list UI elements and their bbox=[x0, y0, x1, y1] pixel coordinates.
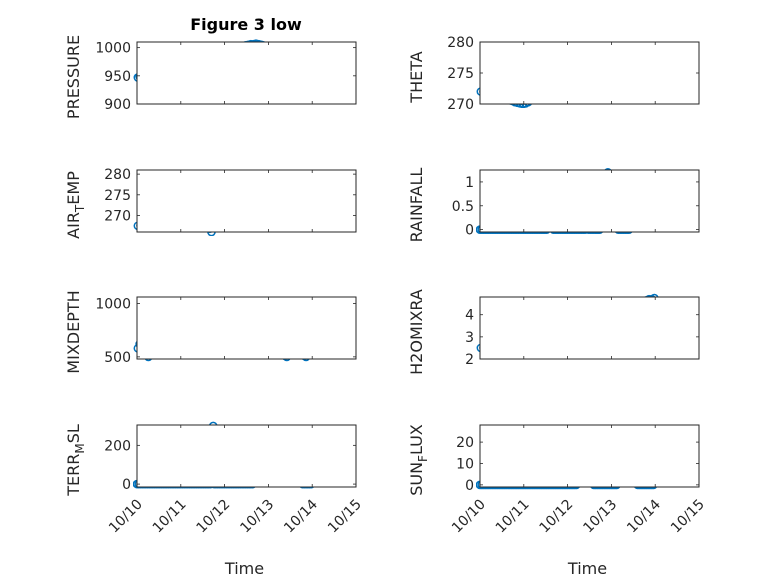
x-tick-label: 10/15 bbox=[668, 497, 708, 537]
y-axis-label: H2OMIXRA bbox=[407, 289, 426, 375]
subplot-pressure: 900 950 1000 PRESSURE bbox=[64, 35, 357, 119]
y-tick-label: 1 bbox=[465, 175, 474, 191]
x-tick-label: 10/14 bbox=[281, 496, 321, 536]
y-axis-label: AIRTEMP bbox=[64, 171, 87, 239]
y-axis-label: RAINFALL bbox=[407, 168, 426, 243]
subplot-mixdepth: 500 1000 MIXDEPTH bbox=[64, 290, 357, 374]
x-tick-label: 10/10 bbox=[449, 497, 489, 537]
y-axis-label: PRESSURE bbox=[64, 35, 83, 119]
axis-box bbox=[479, 41, 700, 105]
subplot-sun_flux: 0 10 20 SUNFLUX 10/10 10/11 10/12 10/13 10/14 10/… bbox=[407, 424, 708, 578]
y-tick-label: 0 bbox=[465, 478, 474, 494]
x-tick-label: 10/10 bbox=[106, 497, 146, 537]
figure-title: Figure 3 low bbox=[190, 15, 302, 34]
y-tick-label: 0.5 bbox=[452, 199, 474, 215]
axis-box bbox=[136, 41, 357, 105]
x-tick-label: 10/12 bbox=[537, 497, 577, 537]
y-tick-label: 900 bbox=[104, 97, 131, 113]
y-tick-label: 270 bbox=[104, 208, 131, 224]
subplot-terr_msl: 0 200 TERRMSL 10/10 10/11 10/12 10/13 10/14 10/1… bbox=[64, 421, 365, 578]
y-tick-label: 0 bbox=[465, 223, 474, 239]
x-tick-label: 10/15 bbox=[325, 497, 365, 537]
y-axis-label: MIXDEPTH bbox=[64, 290, 83, 373]
y-tick-label: 2 bbox=[465, 352, 474, 368]
axis-box bbox=[479, 296, 700, 360]
y-tick-label: 280 bbox=[104, 167, 131, 183]
subplot-h2omixra: 2 3 4 H2OMIXRA bbox=[407, 289, 700, 375]
x-tick-label: 10/13 bbox=[237, 497, 277, 537]
subplot-air_temp: 270 275 280 AIRTEMP bbox=[64, 167, 357, 239]
y-tick-label: 500 bbox=[104, 350, 131, 366]
y-tick-label: 1000 bbox=[95, 41, 131, 57]
y-axis-label: SUNFLUX bbox=[407, 424, 430, 496]
y-tick-label: 275 bbox=[104, 188, 131, 204]
y-tick-label: 270 bbox=[447, 97, 474, 113]
axis-box bbox=[479, 169, 700, 233]
subplot-theta: 270 275 280 THETA bbox=[407, 35, 700, 113]
y-tick-label: 1000 bbox=[95, 296, 131, 312]
y-tick-label: 3 bbox=[465, 330, 474, 346]
x-tick-label: 10/14 bbox=[624, 496, 664, 536]
y-tick-label: 4 bbox=[465, 308, 474, 324]
x-axis-label: Time bbox=[567, 559, 607, 578]
y-tick-label: 20 bbox=[456, 435, 474, 451]
y-tick-label: 10 bbox=[456, 456, 474, 472]
axis-box bbox=[136, 424, 357, 488]
x-axis-label: Time bbox=[224, 559, 264, 578]
subplot-rainfall: 0 0.5 1 RAINFALL bbox=[407, 168, 700, 243]
y-tick-label: 0 bbox=[122, 477, 131, 493]
axis-box bbox=[136, 169, 357, 233]
axis-box bbox=[136, 296, 357, 360]
y-axis-label: THETA bbox=[407, 51, 426, 103]
y-tick-label: 280 bbox=[447, 35, 474, 51]
axis-box bbox=[479, 424, 700, 488]
y-tick-label: 275 bbox=[447, 66, 474, 82]
x-tick-label: 10/12 bbox=[194, 497, 234, 537]
x-tick-label: 10/11 bbox=[493, 497, 533, 537]
x-tick-label: 10/11 bbox=[150, 497, 190, 537]
x-tick-label: 10/13 bbox=[580, 497, 620, 537]
y-tick-label: 200 bbox=[104, 438, 131, 454]
y-axis-label: TERRMSL bbox=[64, 424, 87, 497]
y-tick-label: 950 bbox=[104, 69, 131, 85]
